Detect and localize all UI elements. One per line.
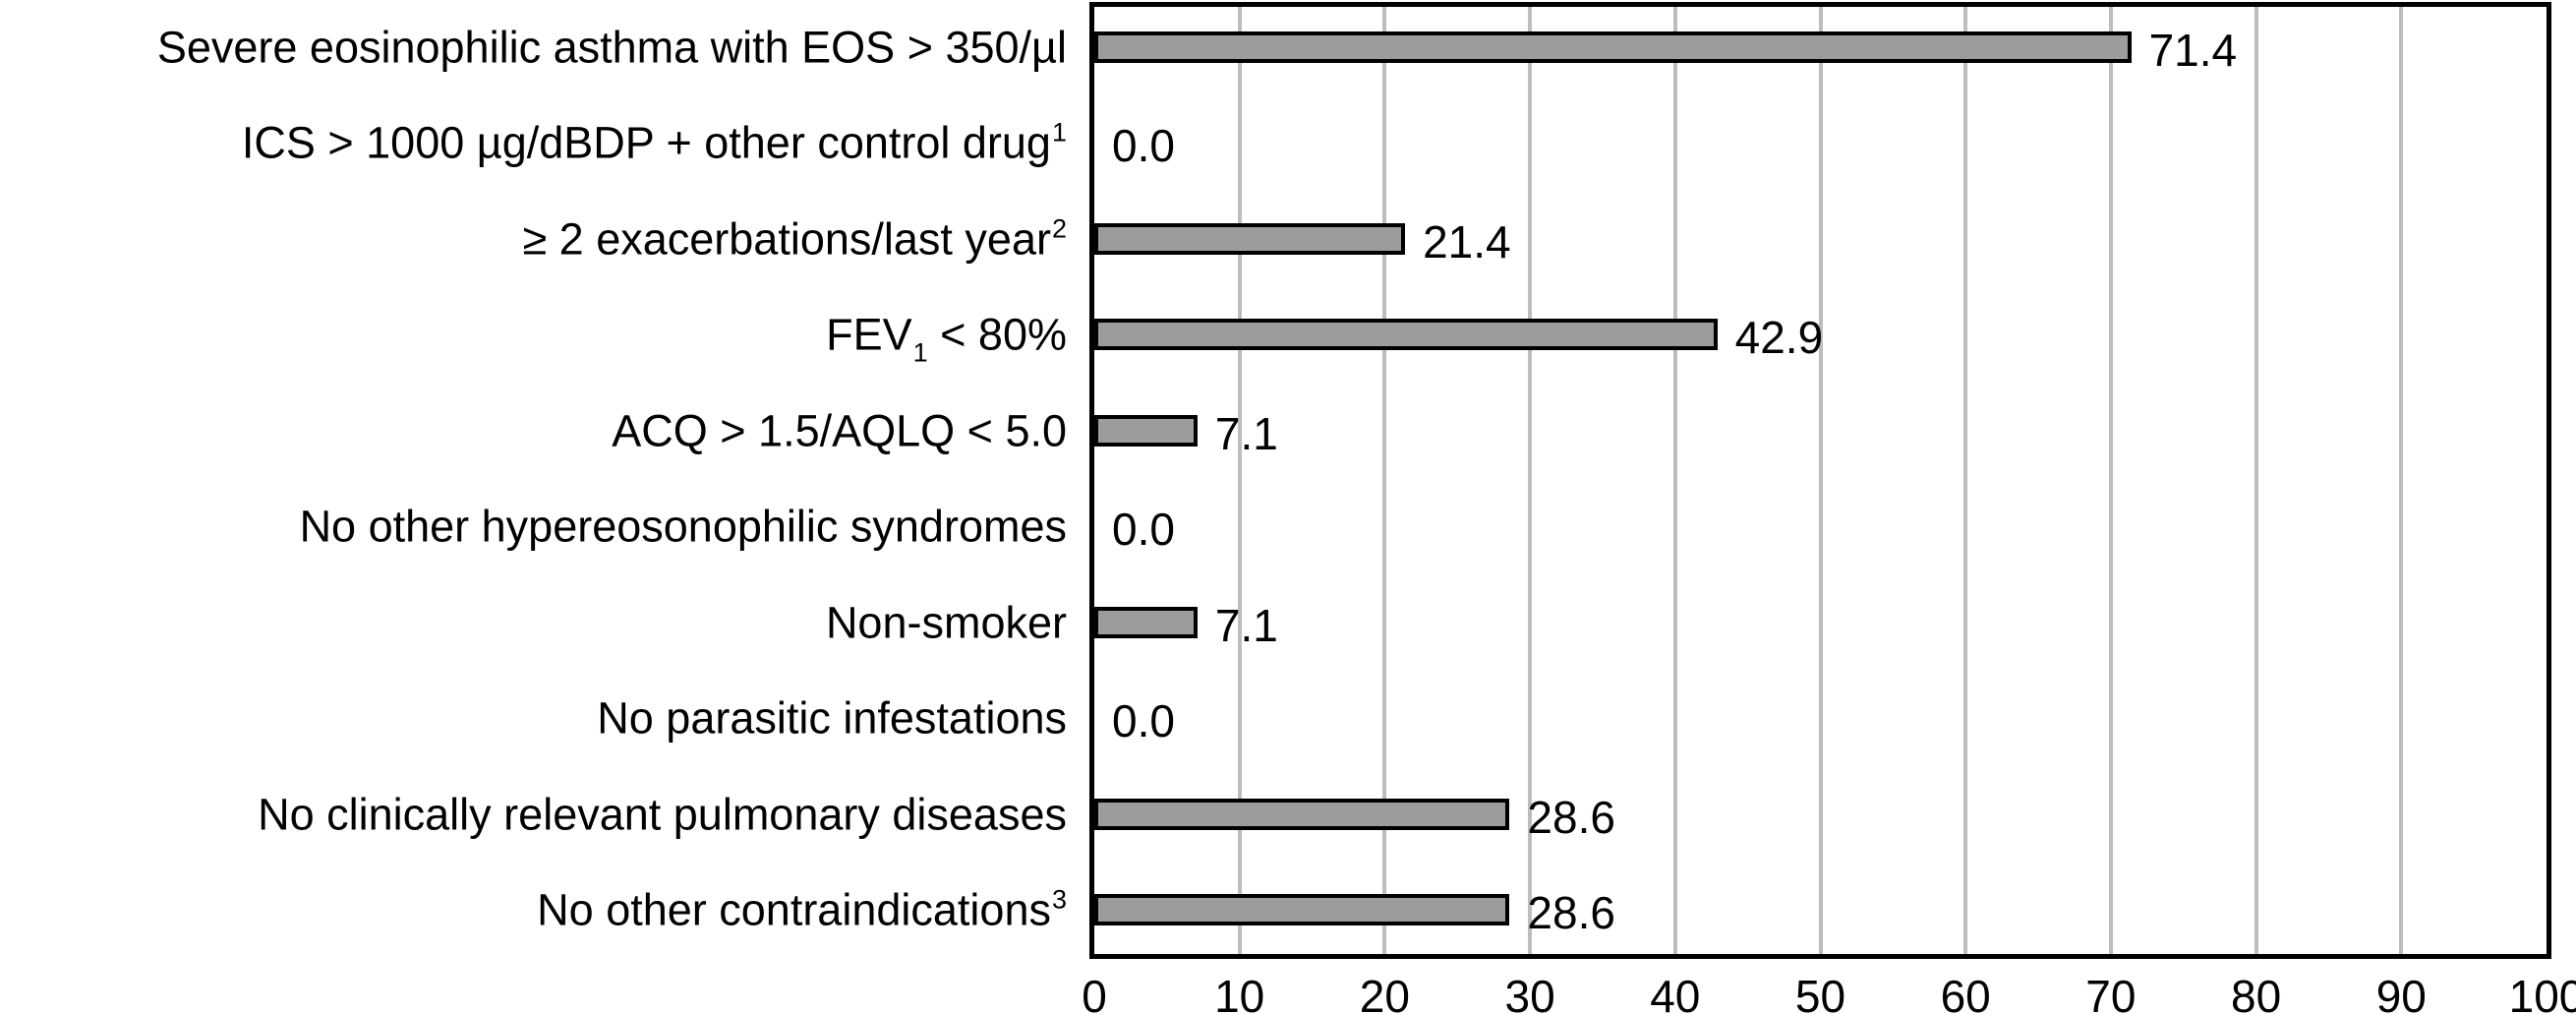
gridline [1528, 7, 1533, 954]
category-label: ≥ 2 exacerbations/last year2 [0, 212, 1067, 264]
gridline [1672, 7, 1677, 954]
value-label: 7.1 [1214, 407, 1278, 459]
category-label: Severe eosinophilic asthma with EOS > 35… [0, 23, 1067, 72]
category-label-text: Severe eosinophilic asthma with EOS > 35… [156, 21, 1067, 72]
x-tick-label: 10 [1214, 971, 1265, 1014]
subscript-marker: 1 [912, 337, 928, 368]
category-label: No parasitic infestations [0, 693, 1067, 743]
x-tick-label: 0 [1082, 971, 1107, 1014]
category-label-text: No clinically relevant pulmonary disease… [258, 788, 1067, 839]
bar [1094, 319, 1718, 350]
value-label: 7.1 [1214, 599, 1278, 651]
plot-area: 71.4 0.0 21.4 42.9 7.1 0.0 7.1 0.0 28.6 28.6 [1089, 2, 2551, 959]
value-label: 42.9 [1734, 312, 1824, 363]
value-label: 21.4 [1423, 215, 1511, 268]
category-label-text: No other hypereosonophilic syndromes [299, 501, 1067, 552]
superscript-footnote-marker: 2 [1051, 212, 1067, 243]
gridline [1963, 7, 1968, 954]
bar [1094, 606, 1198, 638]
value-label: 0.0 [1112, 695, 1175, 746]
x-tick-label: 90 [2375, 971, 2427, 1014]
value-label: 0.0 [1112, 120, 1175, 171]
bar [1094, 798, 1510, 830]
category-label-text: < 80% [927, 309, 1067, 360]
category-label: FEV1 < 80% [0, 309, 1067, 367]
bar [1094, 894, 1510, 925]
x-tick-label: 20 [1359, 971, 1410, 1014]
category-label-text: ICS > 1000 µg/dBDP + other control drug [241, 117, 1051, 168]
gridline [2108, 7, 2113, 954]
superscript-footnote-marker: 3 [1051, 884, 1067, 915]
category-label-text: No parasitic infestations [597, 692, 1067, 744]
category-labels-column: Severe eosinophilic asthma with EOS > 35… [0, 0, 1067, 959]
x-tick-label: 50 [1794, 971, 1846, 1014]
category-label: Non-smoker [0, 598, 1067, 647]
x-tick-label: 60 [1940, 971, 1991, 1014]
gridline [1818, 7, 1823, 954]
value-label: 28.6 [1527, 887, 1615, 938]
category-label-text: FEV [826, 309, 912, 360]
category-label-text: Non-smoker [825, 596, 1067, 647]
category-label: No clinically relevant pulmonary disease… [0, 790, 1067, 839]
x-axis-tick-labels: 0 10 20 30 40 50 60 70 80 90 100 [0, 968, 2576, 1014]
bar [1094, 222, 1406, 255]
x-tick-label: 40 [1650, 971, 1701, 1014]
gridline [2254, 7, 2258, 954]
bar [1094, 414, 1198, 447]
category-label: No other contraindications3 [0, 884, 1067, 935]
bar [1094, 30, 2132, 63]
category-label: ICS > 1000 µg/dBDP + other control drug1 [0, 117, 1067, 168]
value-label: 28.6 [1527, 791, 1615, 843]
gridline [1382, 7, 1387, 954]
value-label: 71.4 [2148, 24, 2238, 76]
category-label: ACQ > 1.5/AQLQ < 5.0 [0, 406, 1067, 455]
category-label-text: ACQ > 1.5/AQLQ < 5.0 [612, 404, 1067, 455]
x-tick-label: 30 [1504, 971, 1555, 1014]
value-label: 0.0 [1112, 504, 1175, 555]
superscript-footnote-marker: 1 [1051, 117, 1067, 148]
gridline [2399, 7, 2404, 954]
x-tick-label: 80 [2231, 971, 2282, 1014]
x-tick-label: 70 [2085, 971, 2137, 1014]
gridline [1237, 7, 1242, 954]
x-tick-label: 100 [2508, 971, 2576, 1014]
category-label-text: No other contraindications [537, 884, 1051, 935]
category-label-text: ≥ 2 exacerbations/last year [522, 212, 1051, 264]
category-label: No other hypereosonophilic syndromes [0, 502, 1067, 551]
